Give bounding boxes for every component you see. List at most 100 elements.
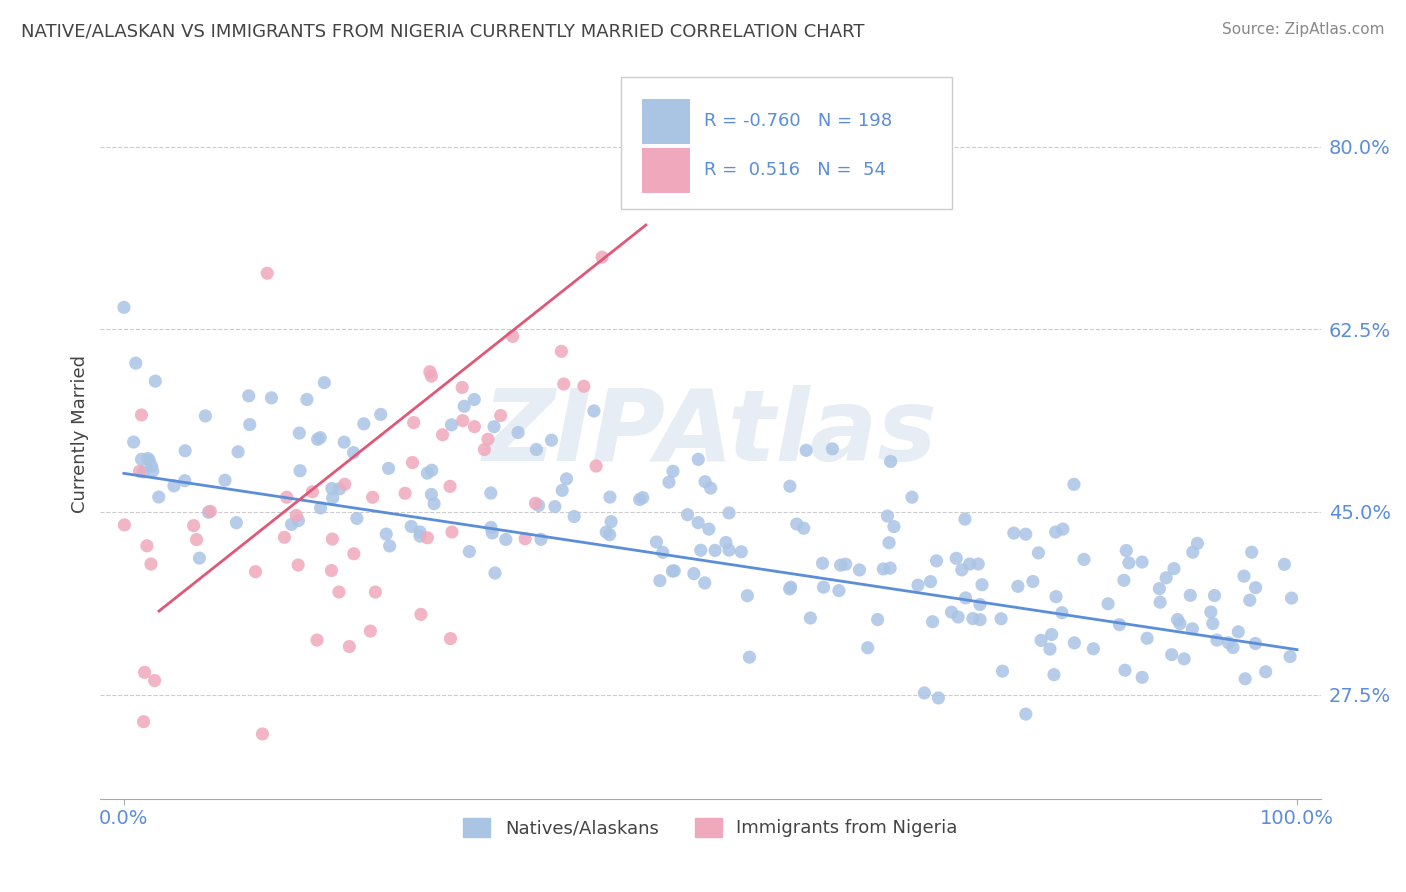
Point — [1002, 526, 1025, 541]
Point — [239, 417, 262, 432]
Legend: Natives/Alaskans, Immigrants from Nigeria: Natives/Alaskans, Immigrants from Nigeri… — [456, 811, 965, 845]
Point — [544, 500, 567, 514]
Point — [1063, 477, 1085, 491]
Point — [879, 454, 901, 468]
Point — [912, 686, 935, 700]
Point — [143, 673, 166, 688]
Point — [451, 380, 474, 394]
Point — [333, 435, 356, 450]
Point — [128, 464, 150, 478]
Point — [1202, 616, 1225, 631]
Point — [143, 374, 166, 388]
Point — [321, 564, 343, 578]
Point — [214, 473, 236, 487]
Point — [141, 458, 163, 473]
Point — [378, 539, 401, 553]
Point — [1233, 569, 1256, 583]
Point — [718, 506, 741, 520]
Point — [138, 453, 160, 467]
Point — [287, 558, 309, 572]
Point — [631, 491, 654, 505]
Point — [419, 365, 441, 379]
Point — [693, 475, 716, 489]
Point — [688, 452, 710, 467]
Point — [1173, 652, 1195, 666]
Point — [550, 344, 572, 359]
Point — [1149, 582, 1171, 596]
Point — [793, 521, 815, 535]
Point — [252, 727, 274, 741]
Point — [1254, 665, 1277, 679]
Point — [1244, 636, 1267, 650]
Point — [821, 442, 844, 456]
Point — [661, 564, 683, 578]
Point — [1040, 627, 1063, 641]
Point — [458, 544, 481, 558]
Point — [186, 533, 208, 547]
Point — [1073, 552, 1095, 566]
Point — [295, 392, 318, 407]
Point — [136, 451, 159, 466]
Point — [1029, 633, 1052, 648]
Y-axis label: Currently Married: Currently Married — [72, 355, 89, 513]
Point — [848, 563, 870, 577]
Point — [714, 535, 737, 549]
Point — [328, 585, 350, 599]
Point — [1199, 605, 1222, 619]
Point — [856, 640, 879, 655]
Point — [1160, 648, 1182, 662]
Point — [502, 329, 524, 343]
Point — [477, 432, 499, 446]
Point — [173, 474, 195, 488]
Point — [125, 356, 148, 370]
Point — [1050, 606, 1073, 620]
Point — [439, 632, 461, 646]
Point — [600, 515, 623, 529]
Point — [1206, 633, 1229, 648]
Point — [148, 490, 170, 504]
Point — [737, 589, 759, 603]
Point — [585, 458, 607, 473]
Point — [599, 527, 621, 541]
Point — [779, 580, 801, 594]
Point — [1239, 593, 1261, 607]
Point — [287, 514, 309, 528]
Point — [309, 500, 332, 515]
Point — [112, 301, 135, 315]
Point — [489, 409, 512, 423]
Point — [463, 419, 485, 434]
FancyBboxPatch shape — [643, 148, 690, 193]
Point — [1097, 597, 1119, 611]
Point — [648, 574, 671, 588]
Point — [440, 524, 463, 539]
Point — [786, 516, 808, 531]
Point — [907, 578, 929, 592]
Point — [553, 377, 575, 392]
Point — [1015, 707, 1038, 722]
Point — [506, 425, 529, 440]
Point — [1052, 522, 1074, 536]
Point — [451, 414, 474, 428]
Text: Source: ZipAtlas.com: Source: ZipAtlas.com — [1222, 22, 1385, 37]
Point — [1028, 546, 1050, 560]
Point — [676, 508, 699, 522]
Point — [482, 419, 505, 434]
Point — [699, 481, 721, 495]
Point — [1112, 574, 1135, 588]
Point — [524, 442, 547, 457]
Point — [1166, 613, 1188, 627]
Point — [704, 543, 727, 558]
Point — [307, 433, 329, 447]
Point — [245, 565, 267, 579]
Point — [921, 615, 943, 629]
Point — [1180, 588, 1202, 602]
Point — [946, 610, 969, 624]
Point — [551, 483, 574, 498]
Point — [375, 527, 398, 541]
Point — [697, 522, 720, 536]
Point — [453, 399, 475, 413]
Point — [967, 557, 990, 571]
Point — [1222, 640, 1244, 655]
Point — [314, 376, 336, 390]
Point — [1039, 642, 1062, 657]
